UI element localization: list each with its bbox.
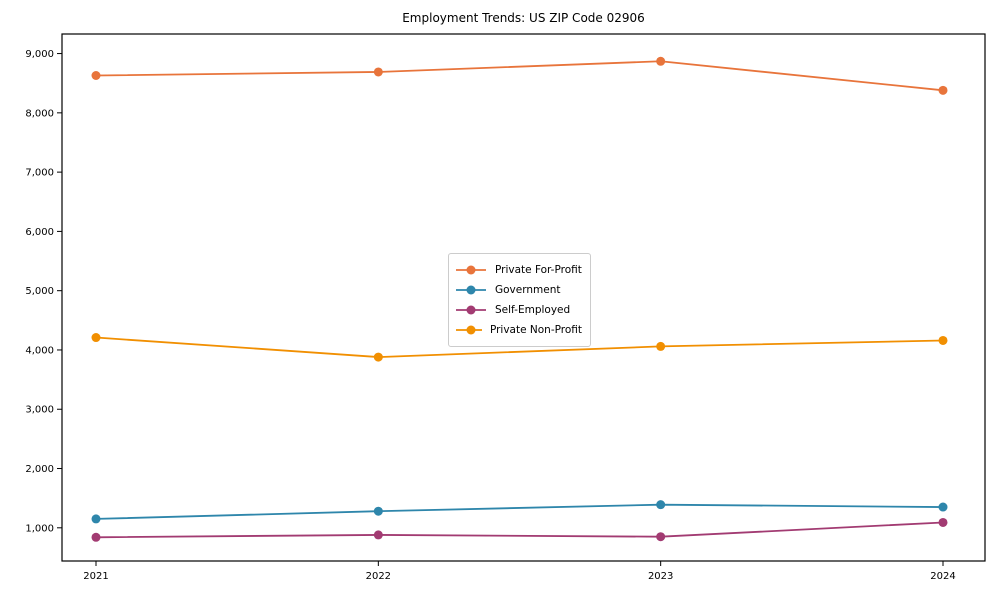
legend-entry-private-non-profit: Private Non-Profit [455,320,582,340]
series-point-government [656,500,666,510]
series-point-self-employed [91,532,101,542]
legend-label: Private Non-Profit [489,324,582,336]
x-axis-tick-label: 2024 [930,571,955,582]
y-axis-tick-label: 5,000 [25,286,54,297]
legend-marker-icon [456,285,486,295]
legend-marker-icon [456,325,482,335]
series-point-self-employed [656,532,666,542]
series-point-private-non-profit [91,333,101,343]
series-point-self-employed [373,530,383,540]
legend-entry-self-employed: Self-Employed [455,300,582,320]
legend-marker-icon [456,265,486,275]
y-axis-tick-label: 1,000 [25,523,54,534]
series-point-government [91,514,101,524]
x-axis-tick-label: 2023 [648,571,673,582]
series-line-self-employed [95,521,944,539]
chart-legend: Private For-Profit Government Self-Employe… [448,253,591,347]
plot-border [61,33,986,562]
series-point-private-for-profit [373,67,383,77]
legend-label: Government [495,284,561,296]
chart-title: Employment Trends: US ZIP Code 02906 [402,11,645,25]
series-line-private-non-profit [95,336,944,358]
legend-entry-private-for-profit: Private For-Profit [455,260,582,280]
series-point-private-for-profit [938,85,948,95]
y-axis-tick-label: 6,000 [25,227,54,238]
series-line-government [95,503,944,520]
series-line-private-for-profit [95,60,944,92]
series-point-self-employed [938,517,948,527]
y-axis-tick-label: 2,000 [25,464,54,475]
series-point-government [938,502,948,512]
y-axis-tick-label: 7,000 [25,168,54,179]
y-axis-tick-label: 8,000 [25,108,54,119]
series-point-government [373,506,383,516]
x-axis-tick-label: 2022 [366,571,391,582]
y-axis-tick-label: 9,000 [25,49,54,60]
legend-marker-icon [456,305,486,315]
legend-label: Self-Employed [495,304,571,316]
y-axis-tick-label: 3,000 [25,405,54,416]
series-point-private-for-profit [656,56,666,66]
legend-entry-government: Government [455,280,582,300]
series-point-private-non-profit [656,341,666,351]
legend-label: Private For-Profit [495,264,582,276]
series-point-private-non-profit [373,352,383,362]
series-point-private-for-profit [91,70,101,80]
x-axis-tick-label: 2021 [83,571,108,582]
series-point-private-non-profit [938,335,948,345]
y-axis-tick-label: 4,000 [25,345,54,356]
